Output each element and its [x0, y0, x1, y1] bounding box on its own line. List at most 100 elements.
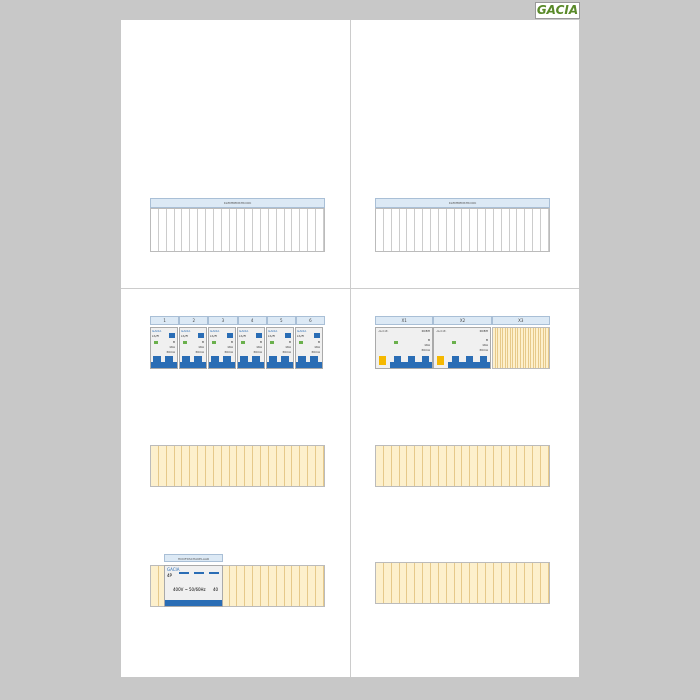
slot — [300, 446, 309, 486]
slot — [502, 209, 510, 251]
group-label: 3 — [208, 316, 238, 325]
slot — [496, 328, 499, 368]
slot — [423, 209, 432, 251]
circuit-breaker[interactable]: GACIA LS/FI B 16A 30mA — [179, 327, 207, 369]
type: LS/FI — [268, 334, 276, 338]
slot — [511, 328, 514, 368]
type: LS/FI — [152, 334, 160, 338]
slot — [300, 566, 309, 606]
rating: 16A — [256, 345, 262, 349]
type: LS/FI — [210, 334, 218, 338]
slot — [190, 446, 199, 486]
sensitivity: 30mA — [311, 350, 320, 354]
group-label: X2 — [433, 316, 492, 325]
slot — [407, 209, 416, 251]
slot — [533, 209, 542, 251]
slot — [423, 446, 432, 486]
slot — [261, 446, 269, 486]
slot — [455, 446, 463, 486]
test-button[interactable] — [437, 356, 444, 365]
slot — [539, 328, 542, 368]
type: LS/FI — [181, 334, 189, 338]
slot — [400, 446, 408, 486]
rating: 16A — [285, 345, 291, 349]
slot — [376, 563, 384, 603]
rcd[interactable]: -G.C.P- RCBH B 16A 30mA — [433, 327, 491, 369]
slot — [400, 209, 408, 251]
slot — [384, 563, 392, 603]
slot — [531, 328, 534, 368]
frequency: 50/60Hz — [189, 587, 206, 592]
slot — [261, 209, 269, 251]
slot — [455, 563, 463, 603]
circuit-breaker[interactable]: GACIA LS/FI B 16A 30mA — [237, 327, 265, 369]
slot — [516, 328, 519, 368]
empty-row-left — [150, 445, 325, 487]
rating: 16A — [169, 345, 175, 349]
empty-slots — [492, 327, 550, 369]
brand: GACIA — [152, 329, 162, 333]
brand: -G.C.P- — [378, 329, 389, 333]
terminal-strip-label-right: KLEMMENSTROOK — [375, 198, 550, 208]
circuit-breaker[interactable]: GACIA LS/FI B 16A 30mA — [208, 327, 236, 369]
slot — [245, 209, 254, 251]
slot — [493, 328, 496, 368]
slot — [517, 446, 526, 486]
sensitivity: 30mA — [282, 350, 291, 354]
circuit-breaker[interactable]: GACIA LS/FI B 16A 30mA — [295, 327, 323, 369]
slot — [376, 446, 384, 486]
slot — [541, 446, 549, 486]
rating: 16A — [424, 343, 430, 347]
curve: B — [172, 340, 175, 344]
slot — [524, 328, 527, 368]
slot — [521, 328, 524, 368]
rating: 16A — [227, 345, 233, 349]
vertical-divider — [350, 20, 351, 677]
slot — [447, 446, 455, 486]
test-button[interactable] — [379, 356, 386, 365]
slot — [175, 209, 183, 251]
circuit-breaker[interactable]: GACIA LS/FI B 16A 30mA — [266, 327, 294, 369]
sensitivity: 30mA — [421, 348, 430, 352]
main-switch[interactable]: GACIA 4P 400V ~ 50/60Hz 40 — [164, 565, 223, 607]
slot — [508, 328, 511, 368]
slot — [237, 446, 246, 486]
slot — [439, 209, 447, 251]
slot — [300, 209, 309, 251]
slot — [513, 328, 516, 368]
slot — [167, 209, 175, 251]
slot — [206, 446, 214, 486]
slot — [415, 563, 424, 603]
slot — [503, 328, 506, 368]
brand: GACIA — [167, 567, 180, 572]
type: LS/FI — [297, 334, 305, 338]
breakers-left: GACIA LS/FI B 16A 30mA GACIA LS/FI B 16A… — [150, 327, 325, 369]
slot — [526, 328, 529, 368]
slot — [407, 446, 416, 486]
curve: B — [230, 340, 233, 344]
slot — [486, 446, 494, 486]
slot — [182, 209, 191, 251]
slot — [214, 446, 222, 486]
gacia-logo: GACIA — [535, 2, 580, 19]
slot — [400, 563, 408, 603]
slot — [525, 563, 534, 603]
slot — [159, 446, 167, 486]
slot — [470, 209, 479, 251]
circuit-breaker[interactable]: GACIA LS/FI B 16A 30mA — [150, 327, 178, 369]
slot — [447, 563, 455, 603]
terminal-strip-right — [375, 208, 550, 252]
slot — [541, 563, 549, 603]
slot — [167, 446, 175, 486]
slot — [206, 209, 214, 251]
slot — [502, 446, 510, 486]
sensitivity: 30mA — [479, 348, 488, 352]
slot — [151, 209, 159, 251]
slot — [175, 446, 183, 486]
slot — [510, 446, 518, 486]
curve: B — [317, 340, 320, 344]
slot — [544, 328, 547, 368]
slot — [285, 446, 293, 486]
rcd[interactable]: -G.C.P- RCBH B 16A 30mA — [375, 327, 433, 369]
slot — [269, 566, 277, 606]
